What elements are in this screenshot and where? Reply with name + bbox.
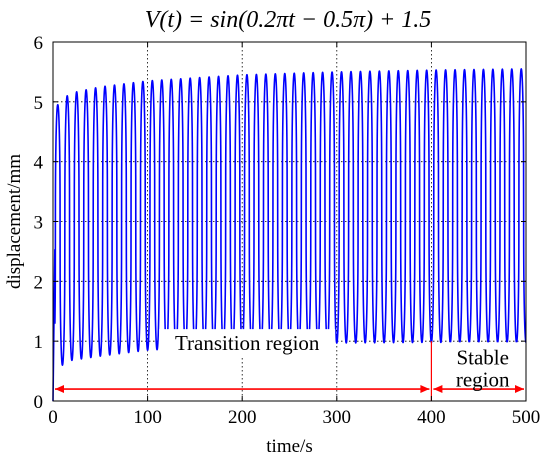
y-tick-label: 5	[34, 93, 44, 114]
x-tick-label: 500	[512, 407, 541, 428]
y-tick-label: 1	[34, 332, 44, 353]
transition-region-label: Transition region	[175, 331, 320, 355]
annotation-arrow-head-left	[55, 385, 64, 394]
tick-layer: 0 100 200 300 400 500 0 1 2 3 4 5 6	[34, 33, 541, 428]
annotation-arrow-head-right	[420, 385, 430, 394]
annotation-arrow-head-right	[515, 385, 524, 394]
annotation-arrow-head-left	[433, 385, 443, 394]
x-tick-label: 100	[133, 407, 162, 428]
x-tick-label: 400	[417, 407, 446, 428]
annotation-label-bg	[442, 342, 523, 381]
y-tick-label: 4	[34, 153, 44, 174]
y-tick-label: 0	[34, 392, 44, 413]
y-tick-label: 3	[34, 213, 44, 234]
y-tick-label: 2	[34, 272, 44, 293]
x-axis-label: time/s	[266, 436, 312, 457]
chart-title: V(t) = sin(0.2πt − 0.5π) + 1.5	[145, 7, 432, 33]
x-tick-label: 200	[228, 407, 257, 428]
y-axis-label: displacement/mm	[4, 154, 25, 289]
x-tick-label: 0	[48, 407, 58, 428]
stable-region-label: Stable	[456, 345, 509, 369]
y-tick-label: 6	[34, 33, 44, 54]
stable-region-label: region	[456, 367, 510, 391]
annotation-label-bg	[159, 329, 336, 357]
x-tick-label: 300	[323, 407, 352, 428]
